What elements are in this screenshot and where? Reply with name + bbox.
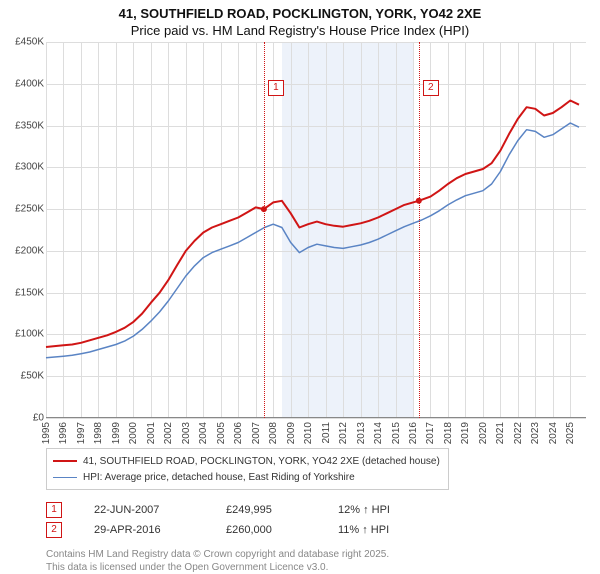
x-tick-label: 2001 — [146, 422, 157, 444]
gridline-y — [46, 418, 586, 419]
legend-row-0: 41, SOUTHFIELD ROAD, POCKLINGTON, YORK, … — [53, 453, 440, 469]
x-tick-label: 2018 — [443, 422, 454, 444]
sales-row-0: 1 22-JUN-2007 £249,995 12% ↑ HPI — [46, 500, 600, 520]
x-tick-label: 2022 — [513, 422, 524, 444]
x-tick-label: 2000 — [128, 422, 139, 444]
title-block: 41, SOUTHFIELD ROAD, POCKLINGTON, YORK, … — [0, 0, 600, 38]
x-tick-label: 2016 — [408, 422, 419, 444]
legend-swatch-0 — [53, 460, 77, 462]
x-tick-label: 2002 — [163, 422, 174, 444]
x-tick-label: 2025 — [565, 422, 576, 444]
sales-price-1: £260,000 — [226, 524, 306, 536]
x-tick-label: 1997 — [76, 422, 87, 444]
x-tick-label: 1999 — [111, 422, 122, 444]
x-tick-label: 2023 — [530, 422, 541, 444]
x-tick-label: 2019 — [460, 422, 471, 444]
y-tick-label: £0 — [0, 413, 44, 424]
y-tick-label: £350K — [0, 120, 44, 131]
sales-hpi-1: 11% ↑ HPI — [338, 524, 418, 536]
x-tick-label: 2013 — [356, 422, 367, 444]
x-tick-label: 2007 — [251, 422, 262, 444]
title-line1: 41, SOUTHFIELD ROAD, POCKLINGTON, YORK, … — [0, 6, 600, 21]
footer: Contains HM Land Registry data © Crown c… — [46, 548, 600, 574]
x-tick-label: 2003 — [181, 422, 192, 444]
x-tick-label: 1998 — [93, 422, 104, 444]
x-tick-label: 2014 — [373, 422, 384, 444]
x-tick-label: 2011 — [321, 422, 332, 444]
page: 41, SOUTHFIELD ROAD, POCKLINGTON, YORK, … — [0, 0, 600, 574]
x-tick-label: 2006 — [233, 422, 244, 444]
series-hpi — [46, 123, 579, 358]
y-tick-label: £50K — [0, 371, 44, 382]
sales-marker-1: 2 — [46, 522, 62, 538]
x-tick-label: 1995 — [41, 422, 52, 444]
y-tick-label: £150K — [0, 287, 44, 298]
legend-row-1: HPI: Average price, detached house, East… — [53, 469, 440, 485]
legend-label-1: HPI: Average price, detached house, East… — [83, 472, 355, 483]
y-tick-label: £100K — [0, 329, 44, 340]
x-tick-label: 2017 — [425, 422, 436, 444]
title-line2: Price paid vs. HM Land Registry's House … — [0, 23, 600, 38]
sales-row-1: 2 29-APR-2016 £260,000 11% ↑ HPI — [46, 520, 600, 540]
x-tick-label: 2015 — [391, 422, 402, 444]
marker-box: 1 — [268, 80, 284, 96]
footer-line1: Contains HM Land Registry data © Crown c… — [46, 548, 600, 561]
x-tick-label: 2005 — [216, 422, 227, 444]
marker-line — [264, 42, 265, 418]
y-tick-label: £450K — [0, 37, 44, 48]
sales-price-0: £249,995 — [226, 504, 306, 516]
y-tick-label: £250K — [0, 204, 44, 215]
sales-hpi-0: 12% ↑ HPI — [338, 504, 418, 516]
footer-line2: This data is licensed under the Open Gov… — [46, 561, 600, 574]
x-tick-label: 2024 — [548, 422, 559, 444]
x-tick-label: 2009 — [286, 422, 297, 444]
x-tick-label: 2008 — [268, 422, 279, 444]
y-tick-label: £200K — [0, 245, 44, 256]
sales-date-0: 22-JUN-2007 — [94, 504, 194, 516]
x-tick-label: 2020 — [478, 422, 489, 444]
marker-box: 2 — [423, 80, 439, 96]
series-price_paid — [46, 101, 579, 348]
plot-region: 12 — [46, 42, 586, 418]
x-tick-label: 2004 — [198, 422, 209, 444]
x-tick-label: 1996 — [58, 422, 69, 444]
x-tick-label: 2010 — [303, 422, 314, 444]
marker-line — [419, 42, 420, 418]
sales-table: 1 22-JUN-2007 £249,995 12% ↑ HPI 2 29-AP… — [46, 500, 600, 540]
x-tick-label: 2012 — [338, 422, 349, 444]
y-tick-label: £300K — [0, 162, 44, 173]
legend: 41, SOUTHFIELD ROAD, POCKLINGTON, YORK, … — [46, 448, 449, 490]
x-tick-label: 2021 — [495, 422, 506, 444]
chart: 12 £0£50K£100K£150K£200K£250K£300K£350K£… — [0, 42, 600, 440]
sales-marker-0: 1 — [46, 502, 62, 518]
legend-label-0: 41, SOUTHFIELD ROAD, POCKLINGTON, YORK, … — [83, 456, 440, 467]
sales-date-1: 29-APR-2016 — [94, 524, 194, 536]
y-tick-label: £400K — [0, 78, 44, 89]
series-svg — [46, 42, 586, 418]
legend-swatch-1 — [53, 477, 77, 478]
